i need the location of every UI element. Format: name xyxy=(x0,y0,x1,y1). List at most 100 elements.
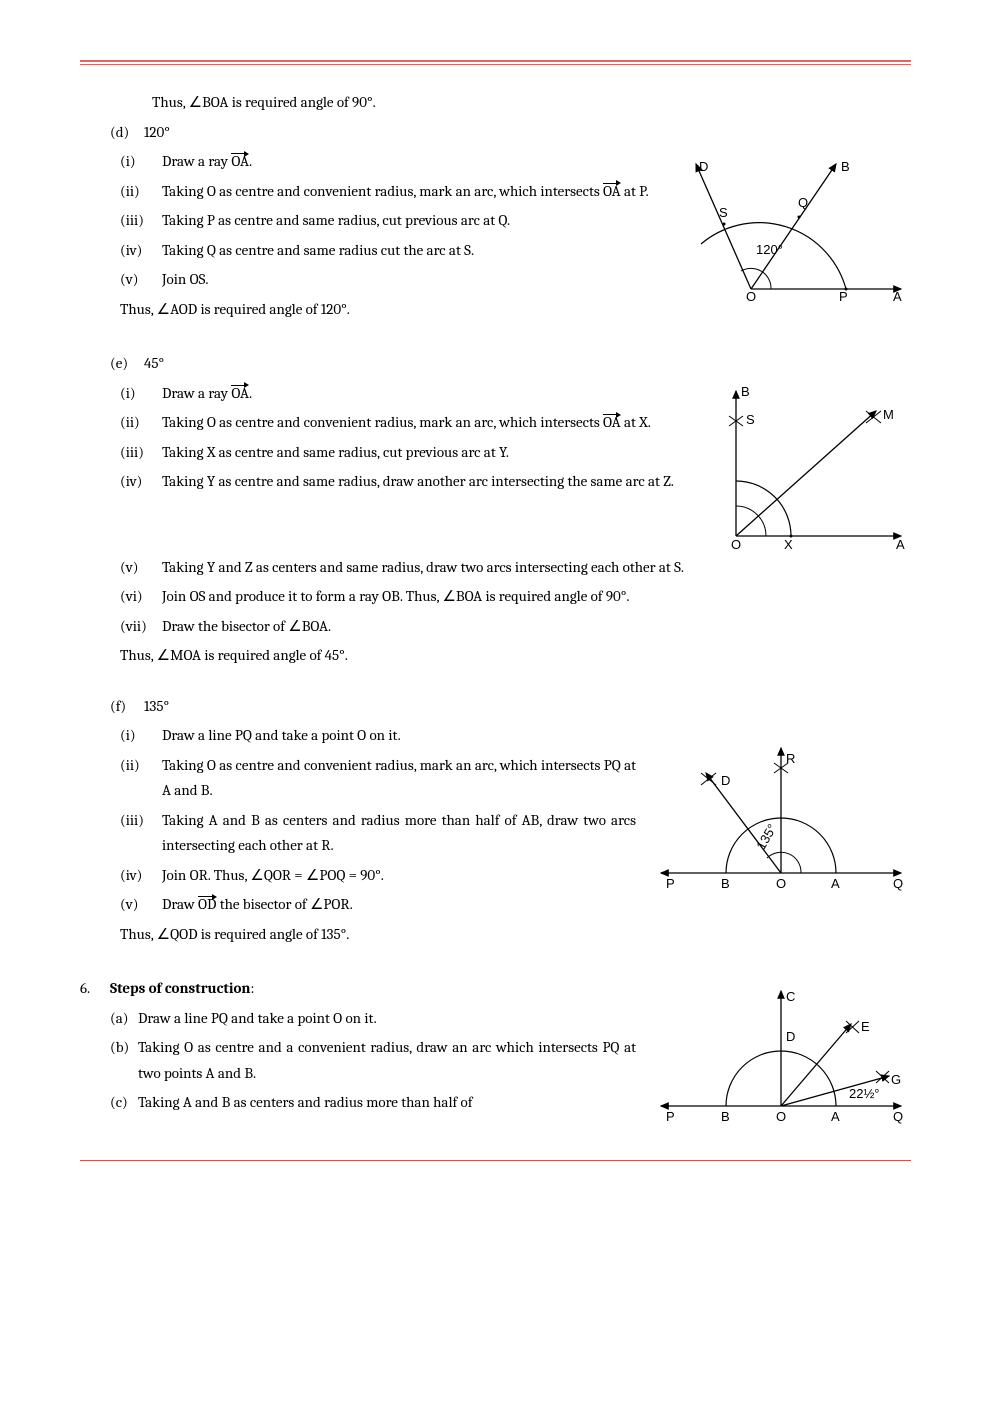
label-q: Q xyxy=(893,1109,903,1124)
step-num: (i) xyxy=(120,381,162,407)
label-o: O xyxy=(746,289,756,304)
step-text: Draw a ray OA. xyxy=(162,381,696,407)
ray-oa: OA xyxy=(603,184,621,199)
step-num: (iii) xyxy=(120,440,162,466)
section-f: (f) 135° (i)Draw a line PQ and take a po… xyxy=(110,694,911,952)
label-ang: 135° xyxy=(753,821,779,852)
text: Join OR. Thus, xyxy=(162,866,250,884)
text: BOA. xyxy=(302,617,331,635)
text: Thus, xyxy=(120,925,157,943)
text: Taking O as centre and convenient radius… xyxy=(162,413,603,431)
label-a: A xyxy=(896,537,905,551)
svg-f: P Q O A B R D 135° xyxy=(651,723,911,903)
step-text: Join OR. Thus, ∠QOR = ∠POQ = 90°. xyxy=(162,863,636,889)
label-m: M xyxy=(883,407,894,422)
text: at P. xyxy=(621,182,649,200)
step-text: Taking O as centre and convenient radius… xyxy=(162,410,696,436)
angle-symbol: ∠ xyxy=(157,646,170,664)
label-r: R xyxy=(786,751,795,766)
label-s: S xyxy=(746,412,755,427)
step-text: Taking A and B as centers and radius mor… xyxy=(138,1090,636,1116)
label-ang: 22½° xyxy=(849,1086,880,1101)
step-text: Join OS and produce it to form a ray OB.… xyxy=(162,584,911,610)
label-c: C xyxy=(786,989,795,1004)
colon: : xyxy=(251,979,255,997)
section-e: (e) 45° (i)Draw a ray OA. (ii)Taking O a… xyxy=(110,351,911,669)
ray-oa: OA xyxy=(603,415,621,430)
text: 90°. xyxy=(352,93,376,111)
text: 135°. xyxy=(321,925,349,943)
angle-symbol: ∠ xyxy=(442,587,455,605)
text: MOA is required angle of xyxy=(170,646,325,664)
title-text: Steps of construction xyxy=(110,979,251,997)
step-num: (iv) xyxy=(120,469,162,495)
step-num: (iv) xyxy=(120,863,162,889)
page: Thus, ∠BOA is required angle of 90°. (d)… xyxy=(0,0,991,1201)
step-text: Taking P as centre and same radius, cut … xyxy=(162,208,666,234)
q6-header: 6. Steps of construction: xyxy=(80,976,636,1002)
text: Draw the bisector of xyxy=(162,617,288,635)
step-text: Draw OD the bisector of ∠POR. xyxy=(162,892,636,918)
label-a: A xyxy=(831,1109,840,1124)
angle-symbol: ∠ xyxy=(157,300,170,318)
step-text: Taking A and B as centers and radius mor… xyxy=(162,808,636,859)
step-num: (iii) xyxy=(120,808,162,834)
label-q: Q xyxy=(798,195,808,210)
text: 120°. xyxy=(321,300,350,318)
text: Draw xyxy=(162,895,198,913)
q6-steps: (a)Draw a line PQ and take a point O on … xyxy=(110,1006,636,1116)
text: Join OS and produce it to form a ray OB.… xyxy=(162,587,442,605)
angle-symbol: ∠ xyxy=(189,93,202,111)
step-num: (v) xyxy=(120,555,162,581)
intro-thus: Thus, ∠BOA is required angle of 90°. xyxy=(152,90,911,116)
content-f: (i)Draw a line PQ and take a point O on … xyxy=(120,723,636,951)
text: BOA is required angle of xyxy=(202,93,352,111)
step-num: (v) xyxy=(120,267,162,293)
label-d-pt: D xyxy=(721,773,730,788)
content-e: (i)Draw a ray OA. (ii)Taking O as centre… xyxy=(120,381,696,499)
svg-d: O A B D P Q S 120° xyxy=(681,149,911,309)
label-p: P xyxy=(666,876,675,891)
step-num: (ii) xyxy=(120,410,162,436)
step-num: (iv) xyxy=(120,238,162,264)
text: 45°. xyxy=(325,646,348,664)
angle-symbol: ∠ xyxy=(310,895,323,913)
label-a: A xyxy=(831,876,840,891)
content-d: (i)Draw a ray OA. (ii)Taking O as centre… xyxy=(120,149,666,326)
step-num: (vi) xyxy=(120,584,162,610)
thus-f: Thus, ∠QOD is required angle of 135°. xyxy=(120,922,636,948)
angle-symbol: ∠ xyxy=(250,866,263,884)
figure-f: P Q O A B R D 135° xyxy=(651,723,911,907)
svg-e: O A B S M X xyxy=(711,381,911,551)
step-num: (iii) xyxy=(120,208,162,234)
svg-q6: P Q O A B C D E G 22½° xyxy=(651,976,911,1126)
step-num: (vii) xyxy=(120,614,162,640)
layout-d: (i)Draw a ray OA. (ii)Taking O as centre… xyxy=(110,149,911,326)
q6-num: 6. xyxy=(80,976,110,1002)
deg-f: 135° xyxy=(144,694,911,720)
label-o: O xyxy=(776,1109,786,1124)
angle-symbol: ∠ xyxy=(288,617,301,635)
section-q6: 6. Steps of construction: (a)Draw a line… xyxy=(80,976,911,1130)
text: Thus, xyxy=(120,300,157,318)
layout-q6: 6. Steps of construction: (a)Draw a line… xyxy=(80,976,911,1130)
ray-oa: OA xyxy=(231,154,249,169)
step-text: Taking O as centre and a convenient radi… xyxy=(138,1035,636,1086)
layout-e: (i)Draw a ray OA. (ii)Taking O as centre… xyxy=(110,381,911,555)
figure-d: O A B D P Q S 120° xyxy=(681,149,911,313)
layout-f: (i)Draw a line PQ and take a point O on … xyxy=(110,723,911,951)
text: at X. xyxy=(621,413,651,431)
text: AOD is required angle of xyxy=(170,300,321,318)
step-text: Join OS. xyxy=(162,267,666,293)
label-a: A xyxy=(893,289,902,304)
label-b: B xyxy=(721,1109,730,1124)
label-q: Q xyxy=(893,876,903,891)
bottom-rule xyxy=(80,1160,911,1161)
label-o: O xyxy=(731,537,741,551)
step-num: (ii) xyxy=(120,753,162,779)
label-b: B xyxy=(741,384,750,399)
step-text: Draw the bisector of ∠BOA. xyxy=(162,614,911,640)
label-p: P xyxy=(666,1109,675,1124)
top-rule xyxy=(80,60,911,65)
text: Draw a ray xyxy=(162,384,231,402)
